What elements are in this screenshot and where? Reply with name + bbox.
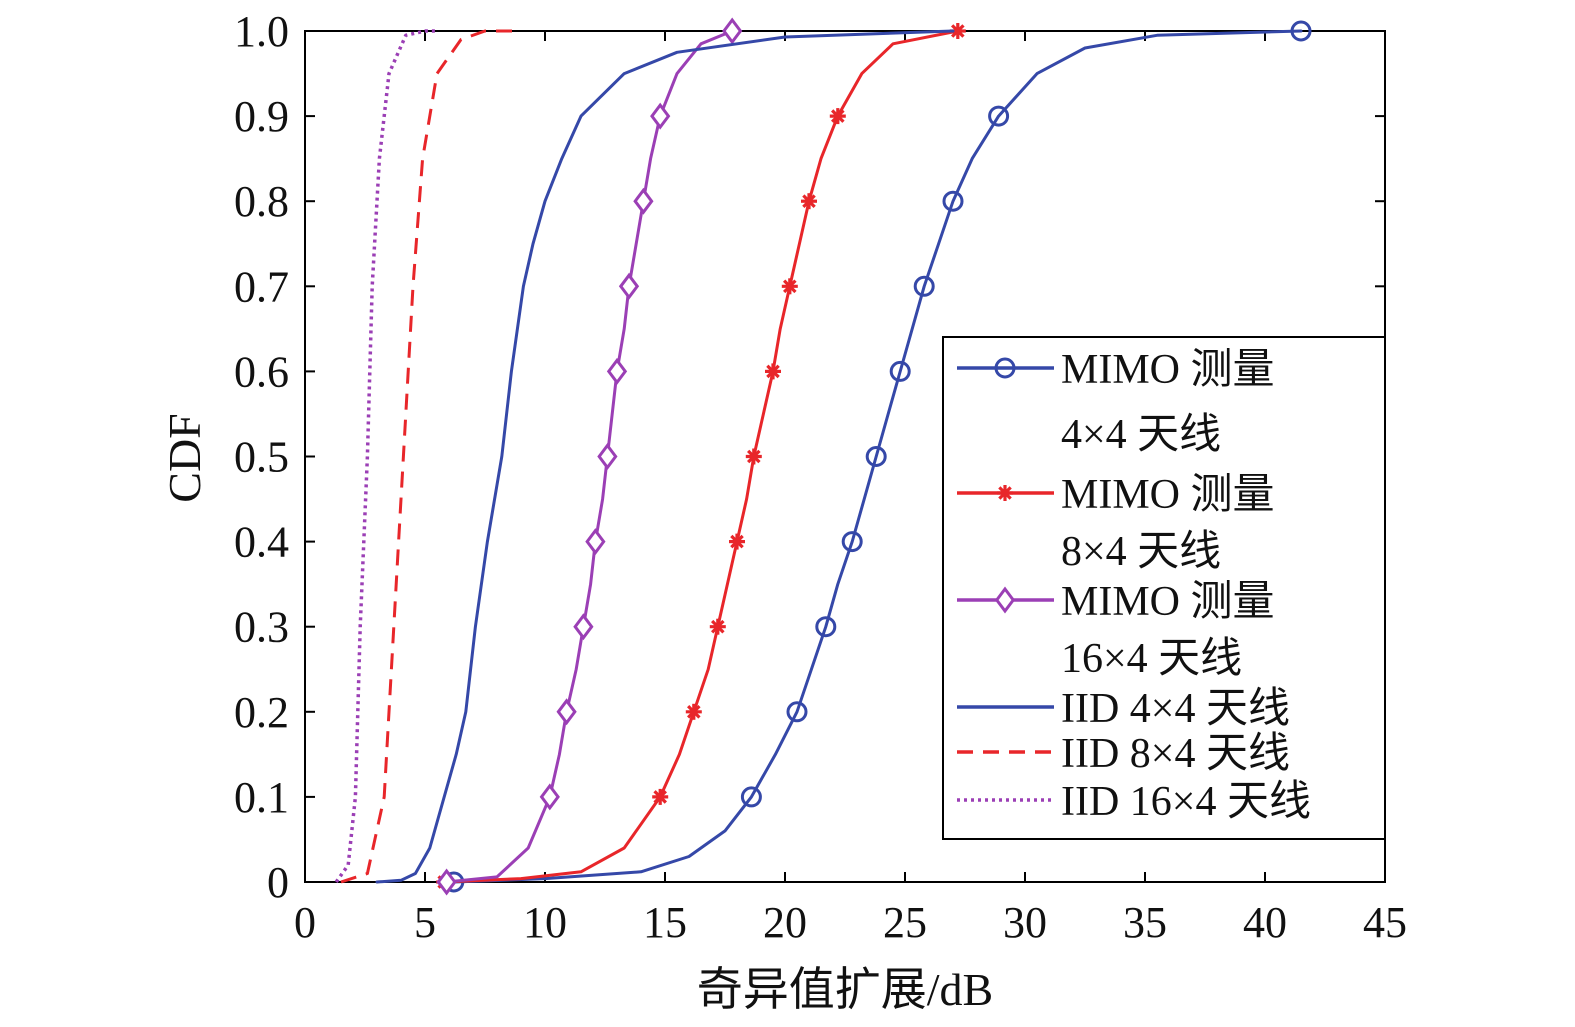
series-marker [801,193,817,210]
series-marker [988,105,1010,127]
series-marker [781,278,798,295]
legend-entry: MIMO 测量 4×4 天线 [957,347,1275,458]
series-marker [889,360,911,382]
y-tick-label: 0.9 [234,92,289,141]
series-marker [685,703,702,720]
series-4 [375,29,955,884]
y-tick-label: 0.2 [234,688,289,737]
series-line [375,29,955,884]
legend-entry: MIMO 测量 8×4 天线 [957,472,1275,575]
series-marker [606,357,628,385]
legend-label: MIMO 测量 [1061,472,1275,518]
series-marker [841,531,863,553]
legend-box [942,336,1386,840]
series-marker [618,272,640,300]
series-marker [722,17,743,45]
x-tick-label: 15 [643,898,687,947]
series-line [340,29,521,884]
x-tick-label: 20 [763,898,807,947]
y-tick-label: 0.6 [234,347,289,396]
x-axis-title: 奇异值扩展/dB [697,964,993,1015]
legend-label: IID 8×4 天线 [1061,731,1290,777]
legend-label: 4×4 天线 [1061,412,1221,458]
series-marker [709,618,726,635]
y-axis: 0 0.1 0.2 0.3 0.4 0.5 0.6 0.7 0.8 0.9 1.0 [234,7,1385,907]
series-line [442,29,960,884]
series-1 [443,20,1312,893]
legend-label: IID 16×4 天线 [1061,779,1311,825]
legend-marker [994,357,1016,379]
series-marker [436,868,457,896]
x-tick-label: 5 [414,898,436,947]
y-tick-label: 0.7 [234,262,289,311]
y-tick-label: 0.5 [234,433,289,482]
x-tick-label: 40 [1243,898,1287,947]
y-tick-label: 0.1 [234,773,289,822]
series-marker [539,783,560,811]
series-marker [597,443,618,470]
x-tick-label: 30 [1003,898,1047,947]
series-marker [1290,20,1312,42]
y-tick-label: 0 [267,858,289,907]
series-layer [334,17,1312,896]
series-marker [829,108,846,125]
x-tick-label: 25 [883,898,927,947]
x-tick-label: 35 [1123,898,1167,947]
legend-entry: IID 4×4 天线 [957,686,1290,732]
series-3 [436,17,743,896]
y-tick-label: 0.4 [234,518,289,567]
series-6 [334,29,437,884]
series-marker [815,616,837,638]
series-marker [740,786,762,808]
x-tick-label: 0 [294,898,316,947]
series-line [445,29,734,884]
series-marker [585,528,606,556]
x-tick-label: 45 [1363,898,1407,947]
series-marker [650,102,671,130]
series-marker [556,698,577,726]
legend-entry: IID 8×4 天线 [957,731,1290,777]
series-line [334,29,437,884]
legend-entry: IID 16×4 天线 [957,779,1311,825]
series-marker [949,23,966,39]
y-tick-label: 0.3 [234,603,289,652]
series-marker [729,533,745,550]
y-tick-label: 0.8 [234,177,289,226]
series-marker [913,275,935,297]
legend-label: IID 4×4 天线 [1061,686,1290,732]
legend-entry: MIMO 测量 16×4 天线 [957,579,1275,682]
y-tick-label: 1.0 [234,7,289,56]
series-marker [765,363,781,380]
series-marker [633,187,654,215]
legend-marker [994,586,1016,614]
legend-label: 8×4 天线 [1061,529,1221,575]
legend-label: MIMO 测量 [1061,347,1275,393]
series-marker [942,190,964,212]
y-axis-title: CDF [159,413,210,502]
series-marker [786,701,808,723]
legend-label: MIMO 测量 [1061,579,1275,625]
series-marker [573,613,594,641]
series-marker [865,446,887,467]
series-5 [340,29,521,884]
legend-label: 16×4 天线 [1061,636,1242,682]
series-marker [745,448,762,465]
series-marker [652,788,669,805]
x-axis: 0 5 10 15 20 25 30 35 40 45 [294,31,1407,947]
legend-marker [997,485,1013,501]
x-tick-label: 10 [523,898,567,947]
